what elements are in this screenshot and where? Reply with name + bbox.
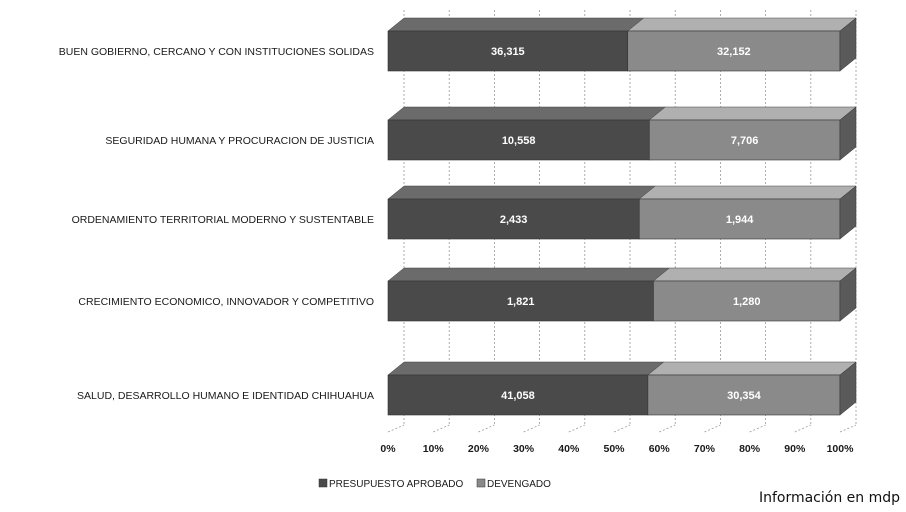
bar-top-face: [638, 185, 857, 200]
bar-top-face: [387, 106, 666, 121]
gridline-depth: [839, 424, 857, 433]
bar-top-face: [387, 185, 656, 200]
category-label: ORDENAMIENTO TERRITORIAL MODERNO Y SUSTE…: [72, 214, 374, 226]
bar-top-face: [648, 106, 857, 121]
legend-swatch: [476, 478, 486, 488]
gridline-depth: [659, 424, 676, 433]
data-label: 41,058: [501, 390, 535, 402]
x-tick-label: 90%: [784, 443, 806, 455]
bar-segment: [387, 119, 650, 161]
legend-swatch: [318, 478, 328, 488]
x-tick-label: 40%: [558, 443, 580, 455]
x-tick-label: 20%: [468, 443, 490, 455]
bar-side-face: [839, 267, 857, 322]
units-note: Información en mdp: [758, 490, 900, 506]
bar-segment: [387, 30, 629, 72]
data-label: 1,821: [507, 296, 535, 308]
bar-segment: [387, 198, 640, 240]
bar-side-face: [839, 106, 857, 161]
gridline-depth: [387, 424, 405, 433]
gridline-depth: [613, 424, 631, 433]
category-label: SALUD, DESARROLLO HUMANO E IDENTIDAD CHI…: [77, 390, 374, 402]
gridline-depth: [794, 424, 811, 433]
x-tick-label: 70%: [694, 443, 716, 455]
gridline-depth: [704, 424, 721, 433]
data-label: 2,433: [500, 214, 528, 226]
data-label: 1,280: [733, 296, 761, 308]
gridline-depth: [523, 424, 540, 433]
bar-top-face: [652, 267, 857, 282]
bar-top-face: [647, 361, 857, 376]
data-label: 30,354: [727, 390, 762, 402]
x-tick-label: 30%: [513, 443, 535, 455]
data-label: 36,315: [491, 46, 525, 58]
bar-top-face: [387, 17, 645, 32]
bar-segment: [653, 280, 841, 322]
bar-segment: [647, 374, 841, 416]
bar-top-face: [387, 361, 665, 376]
data-label: 32,152: [717, 46, 751, 58]
data-label: 1,944: [726, 214, 754, 226]
bar-segment: [627, 30, 841, 72]
x-tick-label: 10%: [423, 443, 445, 455]
x-tick-label: 80%: [739, 443, 761, 455]
x-tick-label: 0%: [380, 443, 396, 455]
bar-segment: [648, 119, 841, 161]
x-tick-label: 60%: [649, 443, 671, 455]
x-tick-label: 50%: [603, 443, 625, 455]
gridline-depth: [433, 424, 450, 433]
category-label: CRECIMIENTO ECONOMICO, INNOVADOR Y COMPE…: [78, 296, 374, 308]
gridline-depth: [749, 424, 766, 433]
category-label: BUEN GOBIERNO, CERCANO Y CON INSTITUCION…: [59, 46, 374, 58]
data-label: 10,558: [502, 135, 536, 147]
legend-label: DEVENGADO: [487, 479, 551, 490]
bar-top-face: [387, 267, 671, 282]
bar-side-face: [839, 361, 857, 416]
bar-top-face: [627, 17, 857, 32]
data-label: 7,706: [731, 135, 759, 147]
category-label: SEGURIDAD HUMANA Y PROCURACION DE JUSTIC…: [105, 135, 374, 147]
bar-side-face: [839, 185, 857, 240]
bar-side-face: [839, 17, 857, 72]
gridline-depth: [478, 424, 495, 433]
x-tick-label: 100%: [827, 443, 855, 455]
gridline-depth: [568, 424, 585, 433]
legend-label: PRESUPUESTO APROBADO: [329, 479, 464, 490]
